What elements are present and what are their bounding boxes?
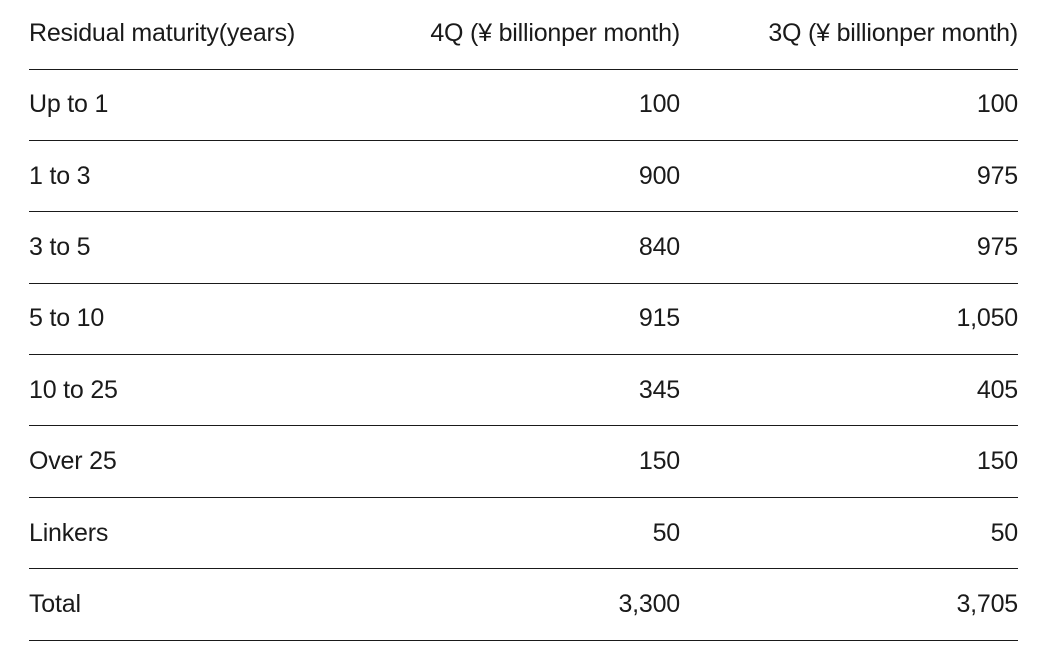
table-row-total: Total 3,300 3,705 bbox=[29, 568, 1018, 641]
header-3q: 3Q (¥ billionper month) bbox=[680, 0, 1018, 70]
header-residual-maturity: Residual maturity(years) bbox=[29, 0, 364, 70]
table-row: Up to 1 100 100 bbox=[29, 69, 1018, 141]
value-4q: 100 bbox=[364, 69, 680, 141]
value-4q: 3,300 bbox=[364, 568, 680, 641]
table-row: 10 to 25 345 405 bbox=[29, 354, 1018, 427]
value-3q: 975 bbox=[680, 211, 1018, 284]
row-label: Linkers bbox=[29, 497, 364, 570]
maturity-table: Residual maturity(years) 4Q (¥ billionpe… bbox=[29, 0, 1018, 641]
value-4q: 50 bbox=[364, 497, 680, 570]
row-label: Total bbox=[29, 568, 364, 641]
table-row: Over 25 150 150 bbox=[29, 425, 1018, 498]
row-label: 1 to 3 bbox=[29, 140, 364, 213]
value-4q: 840 bbox=[364, 211, 680, 284]
row-label: 3 to 5 bbox=[29, 211, 364, 284]
value-3q: 3,705 bbox=[680, 568, 1018, 641]
row-label: 10 to 25 bbox=[29, 354, 364, 427]
value-3q: 975 bbox=[680, 140, 1018, 213]
table-row: 5 to 10 915 1,050 bbox=[29, 283, 1018, 356]
header-row: Residual maturity(years) 4Q (¥ billionpe… bbox=[29, 0, 1018, 70]
value-4q: 900 bbox=[364, 140, 680, 213]
value-3q: 100 bbox=[680, 69, 1018, 141]
maturity-table-container: Residual maturity(years) 4Q (¥ billionpe… bbox=[29, 0, 1018, 641]
value-3q: 150 bbox=[680, 425, 1018, 498]
table-header: Residual maturity(years) 4Q (¥ billionpe… bbox=[29, 0, 1018, 70]
header-4q: 4Q (¥ billionper month) bbox=[364, 0, 680, 70]
value-3q: 1,050 bbox=[680, 283, 1018, 356]
table-row: 1 to 3 900 975 bbox=[29, 140, 1018, 213]
value-4q: 345 bbox=[364, 354, 680, 427]
table-row: Linkers 50 50 bbox=[29, 497, 1018, 570]
value-3q: 50 bbox=[680, 497, 1018, 570]
table-body: Up to 1 100 100 1 to 3 900 975 3 to 5 84… bbox=[29, 69, 1018, 641]
row-label: Over 25 bbox=[29, 425, 364, 498]
value-3q: 405 bbox=[680, 354, 1018, 427]
value-4q: 150 bbox=[364, 425, 680, 498]
table-row: 3 to 5 840 975 bbox=[29, 211, 1018, 284]
row-label: 5 to 10 bbox=[29, 283, 364, 356]
value-4q: 915 bbox=[364, 283, 680, 356]
row-label: Up to 1 bbox=[29, 69, 364, 141]
